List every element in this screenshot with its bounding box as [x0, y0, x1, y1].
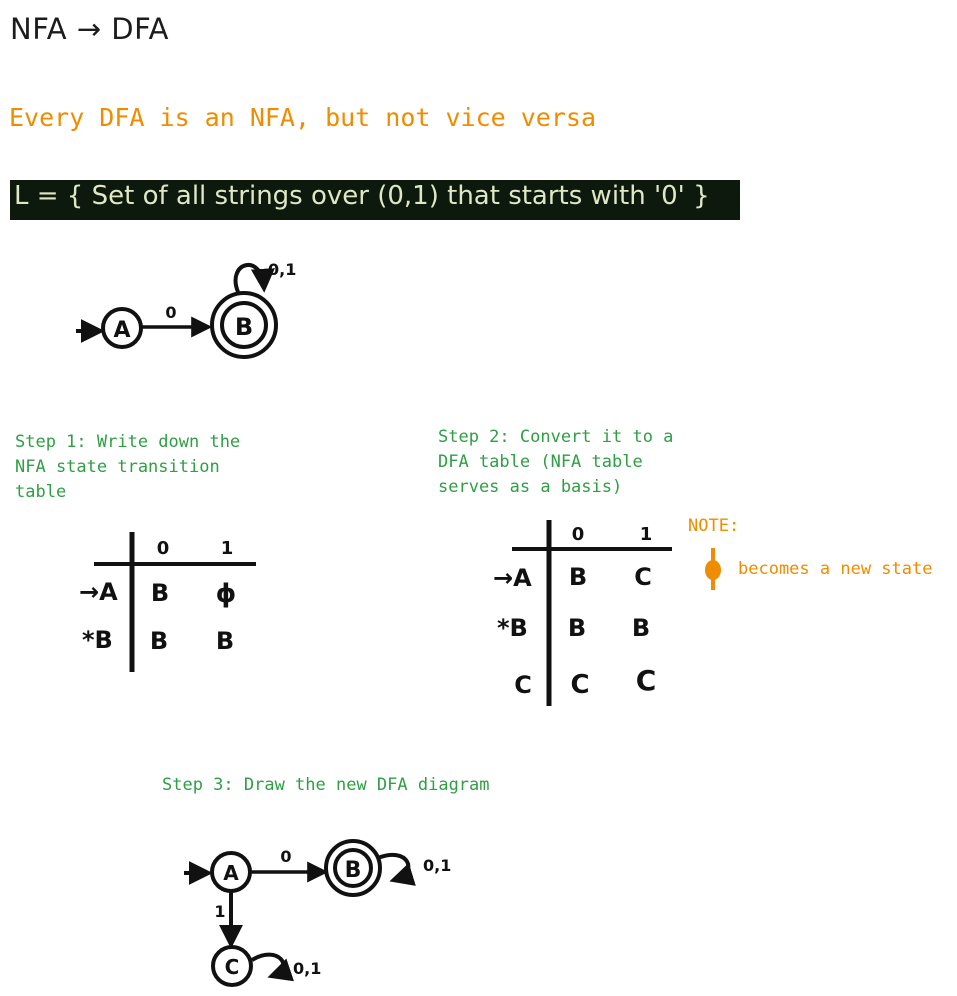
dfa-diagram: A 0 B 0,1 1 C 0,1 [184, 839, 451, 987]
page-title: NFA → DFA [10, 12, 169, 46]
language-banner [10, 180, 740, 220]
nfa-state-a-circle [101, 307, 143, 349]
nfa-self-loop-label: 0,1 [268, 260, 296, 279]
note-text: becomes a new state [738, 559, 933, 579]
dfa-table-header-1: 1 [640, 524, 653, 545]
nfa-table-row-b-on0: B [150, 627, 168, 655]
dfa-state-b-inner-circle [333, 848, 373, 888]
dfa-table-row-b-on1: B [632, 614, 650, 642]
dfa-self-loop-c-label: 0,1 [293, 959, 321, 978]
nfa-table-row-a-state: →A [79, 578, 118, 606]
nfa-state-a-label: A [113, 318, 130, 343]
note-phi-symbol [705, 548, 721, 590]
dfa-state-a-circle [210, 851, 252, 893]
nfa-state-b-label: B [235, 313, 253, 341]
nfa-table-row-a-on0: B [151, 579, 169, 607]
dfa-table-row-a-on1: C [634, 563, 652, 591]
dfa-table-row-c-state: C [514, 671, 532, 699]
dfa-state-c-circle [211, 945, 253, 987]
dfa-table: 0 1 →A B C *B B B C C C [493, 520, 672, 706]
dfa-edge-a-c-label: 1 [214, 902, 225, 921]
dfa-state-b-label: B [345, 858, 362, 883]
nfa-table-header-0: 0 [157, 538, 170, 559]
dfa-state-b-outer-circle [324, 839, 382, 897]
note-label: NOTE: [688, 516, 740, 536]
nfa-table-row-b-state: *B [82, 626, 113, 654]
dfa-table-row-b-on0: B [568, 614, 586, 642]
dfa-self-loop-b [377, 852, 416, 886]
dfa-self-loop-c [250, 952, 295, 982]
nfa-table: 0 1 →A B ɸ *B B B [79, 532, 256, 672]
dfa-edge-a-b-label: 0 [280, 847, 291, 866]
nfa-table-row-a-on1: ɸ [216, 579, 237, 609]
subtitle: Every DFA is an NFA, but not vice versa [9, 103, 596, 132]
step-2-text: Step 2: Convert it to a DFA table (NFA t… [438, 427, 674, 497]
dfa-table-row-c-on1: C [636, 664, 657, 697]
step-1-text: Step 1: Write down the NFA state transit… [15, 432, 241, 502]
language-definition: L = { Set of all strings over (0,1) that… [14, 181, 710, 211]
nfa-table-row-b-on1: B [216, 627, 234, 655]
nfa-self-loop-b [233, 263, 275, 293]
nfa-state-b-outer-circle [210, 291, 278, 359]
dfa-state-a-label: A [223, 861, 239, 885]
dfa-self-loop-b-label: 0,1 [423, 856, 451, 875]
nfa-table-header-1: 1 [221, 538, 234, 559]
nfa-edge-a-b-label: 0 [165, 303, 176, 322]
dfa-table-row-b-state: *B [497, 614, 528, 642]
nfa-diagram: A 0 B 0,1 [76, 260, 296, 359]
dfa-state-c-label: C [225, 955, 240, 979]
dfa-table-header-0: 0 [572, 524, 585, 545]
dfa-table-row-c-on0: C [570, 670, 589, 700]
dfa-table-row-a-on0: B [569, 563, 587, 591]
nfa-state-b-inner-circle [220, 301, 268, 349]
dfa-table-row-a-state: →A [493, 564, 532, 592]
step-3-text: Step 3: Draw the new DFA diagram [162, 775, 490, 795]
